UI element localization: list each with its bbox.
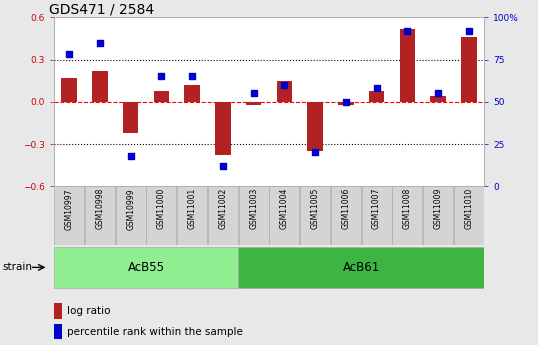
Bar xyxy=(461,37,477,102)
Bar xyxy=(116,186,146,245)
Bar xyxy=(246,102,261,105)
Bar xyxy=(61,78,77,102)
Text: log ratio: log ratio xyxy=(67,306,110,316)
Bar xyxy=(54,247,238,288)
Bar xyxy=(154,90,169,102)
Bar xyxy=(369,90,384,102)
Bar xyxy=(54,324,61,339)
Bar xyxy=(215,102,231,155)
Point xyxy=(96,40,104,45)
Text: AcB55: AcB55 xyxy=(128,261,165,274)
Text: GSM11009: GSM11009 xyxy=(434,188,443,229)
Bar xyxy=(92,71,108,102)
Point xyxy=(372,86,381,91)
Point xyxy=(188,74,196,79)
Text: percentile rank within the sample: percentile rank within the sample xyxy=(67,327,243,337)
Text: AcB61: AcB61 xyxy=(343,261,380,274)
Text: GSM11001: GSM11001 xyxy=(188,188,197,229)
Text: GSM11007: GSM11007 xyxy=(372,188,381,229)
Bar xyxy=(331,186,361,245)
Text: GSM11002: GSM11002 xyxy=(218,188,228,229)
Point xyxy=(65,52,74,57)
Point xyxy=(280,82,289,88)
Point xyxy=(434,90,442,96)
Point xyxy=(249,90,258,96)
Point xyxy=(157,74,166,79)
Bar xyxy=(338,102,353,105)
Bar xyxy=(300,186,330,245)
Point xyxy=(342,99,350,105)
Bar xyxy=(185,85,200,102)
Text: GSM10998: GSM10998 xyxy=(95,188,104,229)
Text: GDS471 / 2584: GDS471 / 2584 xyxy=(49,2,154,16)
Bar xyxy=(238,186,268,245)
Bar xyxy=(146,186,176,245)
Bar xyxy=(238,247,484,288)
Bar xyxy=(208,186,238,245)
Bar xyxy=(270,186,300,245)
Point xyxy=(311,150,320,155)
Bar xyxy=(85,186,115,245)
Point xyxy=(126,153,135,159)
Bar xyxy=(392,186,422,245)
Point xyxy=(403,28,412,33)
Text: GSM10997: GSM10997 xyxy=(65,188,74,229)
Bar xyxy=(400,29,415,102)
Text: GSM11008: GSM11008 xyxy=(403,188,412,229)
Bar xyxy=(307,102,323,151)
Text: GSM11010: GSM11010 xyxy=(464,188,473,229)
Bar xyxy=(362,186,392,245)
Text: GSM11005: GSM11005 xyxy=(310,188,320,229)
Point xyxy=(464,28,473,33)
Point xyxy=(218,163,227,169)
Bar xyxy=(277,81,292,102)
Text: GSM11003: GSM11003 xyxy=(249,188,258,229)
Text: GSM11000: GSM11000 xyxy=(157,188,166,229)
Bar xyxy=(177,186,207,245)
Bar xyxy=(454,186,484,245)
Text: GSM11006: GSM11006 xyxy=(341,188,350,229)
Bar xyxy=(123,102,138,133)
Bar xyxy=(430,96,446,102)
Text: strain: strain xyxy=(3,263,33,272)
Text: GSM11004: GSM11004 xyxy=(280,188,289,229)
Text: GSM10999: GSM10999 xyxy=(126,188,135,229)
Bar xyxy=(54,303,61,319)
Bar xyxy=(54,186,84,245)
Bar xyxy=(423,186,453,245)
